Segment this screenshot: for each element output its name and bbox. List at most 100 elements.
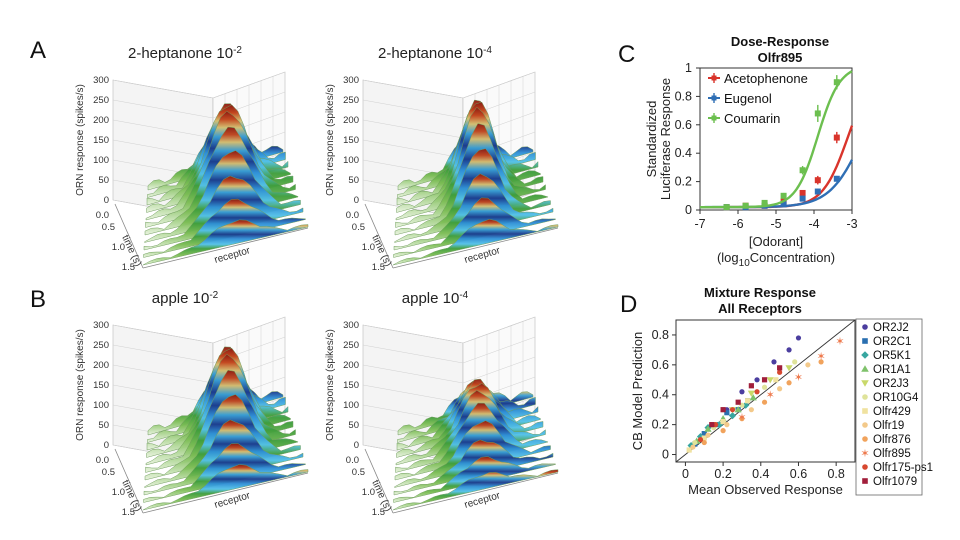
y-axis-label-2: Luciferase Response (658, 78, 673, 200)
data-point (697, 436, 704, 443)
data-point (766, 377, 774, 384)
legend-marker (862, 408, 868, 414)
data-point (761, 384, 768, 390)
legend-label: OR10G4 (873, 392, 919, 404)
x-tick-label: -3 (846, 217, 857, 231)
x-tick-label: 0.8 (827, 467, 844, 481)
time-tick-label: 1.0 (112, 487, 125, 498)
time-tick-label: 1.0 (362, 487, 375, 498)
legend-marker (711, 75, 717, 81)
z-tick-label: 0 (354, 440, 359, 451)
data-point (833, 134, 840, 141)
y-tick-label: 0.6 (675, 118, 692, 132)
z-tick-label: 150 (93, 135, 109, 146)
data-point (728, 412, 737, 420)
x-tick-label: -6 (732, 217, 743, 231)
data-point (701, 431, 707, 437)
data-point (777, 369, 783, 375)
data-point: ✶ (816, 351, 825, 363)
legend-label: OR2J3 (873, 378, 909, 390)
legend-label: OR2C1 (873, 336, 911, 348)
legend-marker (861, 351, 869, 359)
data-point (799, 189, 806, 196)
data-point (690, 444, 696, 450)
response-surface (392, 99, 559, 266)
receptor-axis-label: receptor (213, 245, 252, 266)
z-tick-label: 300 (93, 75, 109, 86)
z-tick-label: 250 (343, 340, 359, 351)
plot-frame (699, 67, 853, 211)
surface-title: 2-heptanone 10-4 (378, 45, 492, 62)
chart-subtitle: All Receptors (718, 301, 802, 316)
z-tick-label: 250 (343, 95, 359, 106)
time-tick-label: 1.5 (122, 507, 135, 518)
y-tick-label: 0.8 (652, 328, 669, 342)
panel-letter: A (30, 37, 46, 64)
data-point (777, 386, 783, 392)
data-point (773, 377, 779, 383)
surface-title: apple 10-2 (152, 290, 219, 307)
z-tick-label: 100 (93, 400, 109, 411)
data-point (748, 383, 754, 389)
legend-label: Olfr876 (873, 434, 911, 446)
data-point (704, 425, 712, 432)
time-tick-label: 1.0 (112, 242, 125, 253)
data-point (734, 406, 742, 413)
x-axis-label: Mean Observed Response (688, 482, 843, 497)
data-point (785, 365, 793, 372)
data-point (805, 362, 811, 368)
receptor-axis-label: receptor (213, 490, 252, 511)
time-tick-label: 0.5 (102, 467, 115, 478)
panels-3d-group: A 2-heptanone 10-2 0 50 100 150 200 250 300 0.0 OR… (30, 37, 559, 518)
legend-label: Coumarin (724, 111, 780, 126)
legend-label: OR5K1 (873, 350, 911, 362)
legend-label: Olfr1079 (873, 476, 917, 488)
data-point (701, 435, 707, 441)
data-point (818, 359, 824, 365)
data-point: ✶ (835, 336, 844, 348)
legend-marker (862, 478, 868, 484)
series-olfr429 (686, 377, 779, 453)
x-tick-label: 0.4 (752, 467, 769, 481)
z-tick-label: 200 (93, 115, 109, 126)
data-point (720, 428, 726, 434)
time-tick-label: 0.5 (352, 467, 365, 478)
data-point (715, 421, 723, 429)
data-point (786, 347, 792, 353)
time-tick-label: 0.5 (352, 222, 365, 233)
z-tick-label: 100 (93, 155, 109, 166)
panel-letter: B (30, 286, 46, 313)
data-point (720, 419, 726, 425)
z-tick-label: 50 (348, 175, 359, 186)
y-axis-label: CB Model Prediction (630, 332, 645, 451)
data-point (799, 195, 806, 202)
data-point (786, 380, 792, 386)
z-tick-label: 0 (354, 195, 359, 206)
data-point (686, 447, 692, 453)
z-axis-label: ORN response (spikes/s) (75, 84, 86, 196)
data-point (799, 167, 806, 174)
legend-marker (711, 115, 717, 121)
y-axis-label-1: Standardized (644, 101, 659, 178)
x-tick-label: 0.2 (714, 467, 731, 481)
z-tick-label: 0 (104, 440, 109, 451)
series-olfr1079 (709, 365, 783, 428)
time-tick-label: 1.5 (372, 262, 385, 273)
z-tick-label: 0.0 (346, 455, 359, 466)
data-point (761, 399, 768, 405)
legend-marker: ✶ (860, 448, 869, 460)
legend-label: Acetophenone (724, 71, 808, 86)
z-tick-label: 50 (348, 420, 359, 431)
data-point: ✶ (766, 390, 775, 402)
y-tick-label: 0 (662, 448, 669, 462)
data-point (692, 439, 698, 446)
data-point (771, 359, 777, 365)
data-point (747, 390, 755, 397)
legend-marker (711, 95, 717, 101)
z-tick-label: 200 (93, 360, 109, 371)
y-tick-label: 0.6 (652, 358, 669, 372)
legend-label: Olfr19 (873, 420, 904, 432)
chart-title: Dose-Response (731, 34, 829, 49)
x-axis-label: [Odorant] (749, 234, 803, 249)
